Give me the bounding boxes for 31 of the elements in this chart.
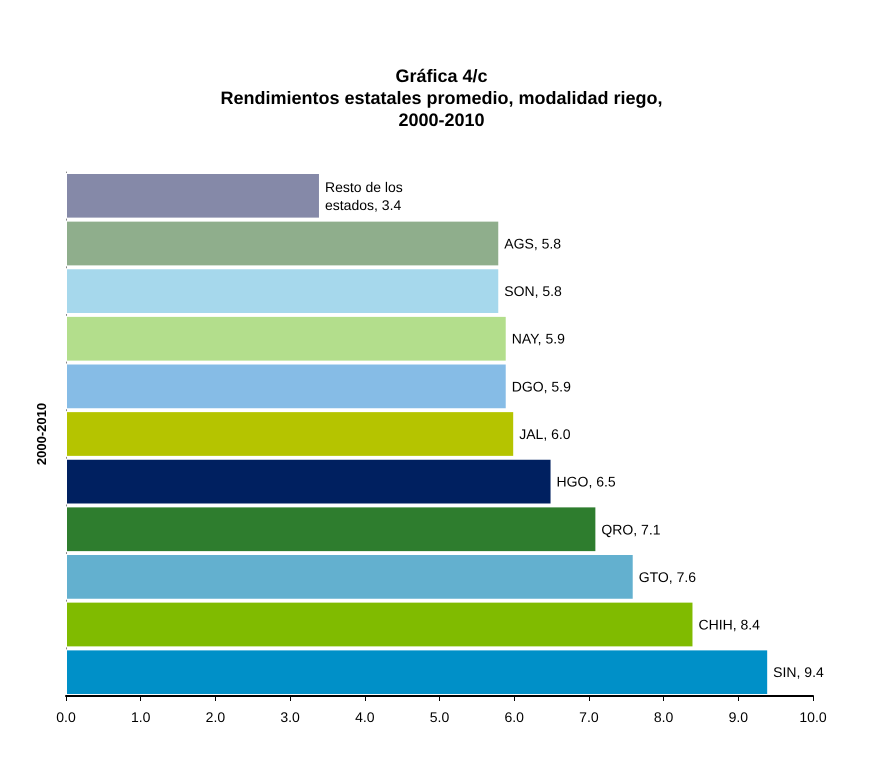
data-label: SIN, 9.4 xyxy=(773,664,824,680)
bar xyxy=(66,172,320,219)
data-label: DGO, 5.9 xyxy=(512,378,572,394)
bar xyxy=(66,506,596,552)
x-tick-label: 9.0 xyxy=(728,709,748,725)
bar xyxy=(66,364,507,410)
data-label: AGS, 5.8 xyxy=(504,235,562,252)
data-label: NAY, 5.9 xyxy=(512,330,566,347)
x-tick-label: 0.0 xyxy=(56,709,76,725)
data-label: SON, 5.8 xyxy=(504,283,562,300)
bar xyxy=(66,649,768,696)
data-label: QRO, 7.1 xyxy=(601,521,661,538)
y-axis-title: 2000-2010 xyxy=(34,402,49,466)
bar xyxy=(66,316,507,362)
x-tick-label: 8.0 xyxy=(654,709,674,725)
bar xyxy=(66,458,552,504)
x-tick-label: 10.0 xyxy=(799,709,827,725)
x-tick-label: 3.0 xyxy=(280,709,300,725)
x-tick-label: 5.0 xyxy=(430,709,450,725)
data-label: HGO, 6.5 xyxy=(556,474,616,490)
x-tick-label: 4.0 xyxy=(355,709,375,725)
data-label: JAL, 6.0 xyxy=(519,426,571,442)
data-label: CHIH, 8.4 xyxy=(698,616,760,633)
chart-title: Gráfica 4/c Rendimientos estatales promedio, modalidad riego, 2000-2010 xyxy=(220,66,663,130)
data-label: GTO, 7.6 xyxy=(638,568,696,585)
x-tick-label: 2.0 xyxy=(206,709,226,725)
bar xyxy=(66,411,514,457)
x-tick-label: 7.0 xyxy=(579,709,599,725)
x-tick-label: 6.0 xyxy=(504,709,524,725)
x-tick-label: 1.0 xyxy=(130,709,151,725)
data-label: Resto de los estados, 3.4 xyxy=(324,178,403,213)
